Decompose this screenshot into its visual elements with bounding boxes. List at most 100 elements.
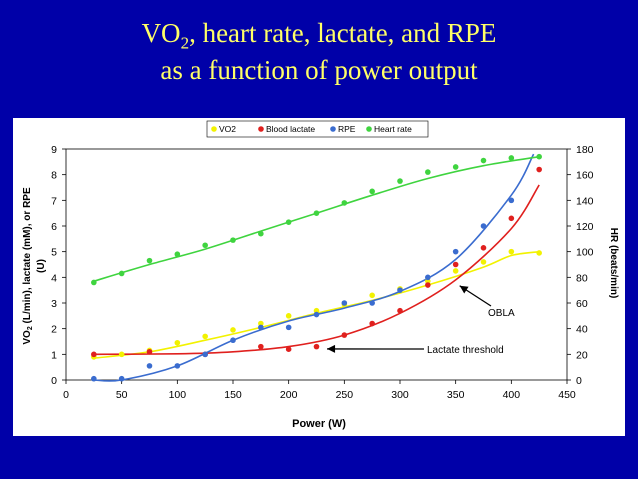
vo2-point <box>508 248 515 255</box>
hr-point <box>480 157 487 164</box>
y-tick-label: 8 <box>51 170 57 182</box>
x-tick-label: 300 <box>391 389 409 401</box>
slide-title-line-2: as a function of power output <box>160 55 478 85</box>
obla-arrow-head <box>459 285 469 294</box>
hr-point <box>258 230 264 237</box>
y-tick-label: 4 <box>51 272 57 284</box>
y2-tick-label: 20 <box>576 349 588 361</box>
x-tick-label: 100 <box>169 389 187 401</box>
rpe-point <box>230 337 236 344</box>
hr-point <box>146 257 153 264</box>
legend-label-rpe: RPE <box>338 124 356 134</box>
vo2-point <box>285 313 292 319</box>
lactate-point <box>508 215 515 222</box>
lactate-point <box>452 261 459 268</box>
legend-label-hr: Heart rate <box>374 124 412 134</box>
y-tick-label: 3 <box>51 298 57 310</box>
legend-marker-hr <box>366 126 372 132</box>
annotation-lactate-threshold: Lactate threshold <box>427 345 504 356</box>
x-tick-label: 200 <box>280 389 298 401</box>
hr-point <box>425 169 431 175</box>
vo2-point <box>174 339 181 346</box>
lactate-point <box>369 320 375 327</box>
y-tick-label: 0 <box>51 375 57 387</box>
hr-point <box>452 164 459 170</box>
rpe-point <box>369 300 375 306</box>
vo2-point <box>452 268 459 274</box>
hr-fit-line <box>93 155 540 282</box>
x-tick-label: 400 <box>503 389 521 401</box>
legend-label-vo2: VO2 <box>219 124 236 134</box>
lactate-point <box>258 343 264 350</box>
hr-point <box>202 242 208 249</box>
x-tick-label: 450 <box>558 389 576 401</box>
vo2-point <box>202 333 208 340</box>
y2-tick-label: 140 <box>576 195 594 207</box>
vo2-point <box>480 259 487 265</box>
vo2-point <box>425 278 431 284</box>
annotation-obla: OBLA <box>488 308 515 319</box>
rpe-point <box>508 197 515 204</box>
rpe-point <box>425 274 431 281</box>
slide-title-line-1: VO2, heart rate, lactate, and RPE <box>141 18 497 53</box>
legend-marker-vo2 <box>211 126 217 132</box>
legend-label-lactate: Blood lactate <box>266 124 315 134</box>
y-tick-label: 1 <box>51 349 57 361</box>
y-tick-label: 7 <box>51 195 57 207</box>
y2-tick-label: 60 <box>576 298 588 310</box>
chart-svg: VO2 Blood lactate RPE Heart rate Power (… <box>22 120 619 430</box>
y2-tick-label: 120 <box>576 221 594 233</box>
hr-point <box>313 210 320 216</box>
hr-point <box>508 155 515 161</box>
rpe-point <box>397 287 403 293</box>
hr-point <box>91 279 97 286</box>
lactate-point <box>480 245 487 251</box>
rpe-point <box>313 311 320 318</box>
y2-axis-title: HR (beats/min) <box>608 228 619 299</box>
y-axis-title-line-1: VO2 (L/min), lactate (mM), or RPE <box>22 187 34 345</box>
lactate-fit-line <box>93 184 540 356</box>
rpe-fit-line <box>93 153 535 382</box>
y-axis-title-line-2: (U) <box>36 259 47 273</box>
lactate-threshold-arrow-head <box>327 344 336 353</box>
y-tick-label: 9 <box>51 144 57 156</box>
y2-tick-label: 0 <box>576 375 582 387</box>
lactate-point <box>341 332 348 338</box>
vo2-point <box>313 307 320 314</box>
rpe-point <box>146 363 153 369</box>
rpe-point <box>202 351 208 358</box>
x-tick-label: 0 <box>63 389 69 401</box>
y2-tick-label: 100 <box>576 247 594 259</box>
hr-point <box>174 251 181 258</box>
lactate-point <box>425 282 431 288</box>
x-tick-label: 350 <box>447 389 465 401</box>
vo2-point <box>369 292 375 299</box>
hr-point <box>369 188 375 195</box>
hr-point <box>118 270 125 277</box>
legend-frame <box>206 120 429 138</box>
y2-tick-label: 40 <box>576 324 588 336</box>
y2-tick-label: 160 <box>576 170 594 182</box>
legend: VO2 Blood lactate RPE Heart rate <box>206 120 429 138</box>
lactate-point <box>536 166 542 173</box>
rpe-point <box>91 375 97 382</box>
hr-point <box>397 178 403 184</box>
rpe-point <box>258 324 264 331</box>
hr-point <box>285 219 292 225</box>
rpe-point <box>341 300 348 306</box>
lactate-point <box>285 346 292 352</box>
vo2-point <box>118 351 125 358</box>
vo2-point <box>258 320 264 327</box>
chart-panel: VO2 Blood lactate RPE Heart rate Power (… <box>13 118 625 436</box>
rpe-point <box>480 223 487 229</box>
vo2-point <box>536 250 542 256</box>
rpe-point <box>452 248 459 255</box>
x-tick-label: 150 <box>224 389 242 401</box>
x-tick-label: 50 <box>116 389 128 401</box>
y2-tick-label: 180 <box>576 144 594 156</box>
rpe-point <box>285 324 292 331</box>
legend-marker-rpe <box>330 126 336 132</box>
y2-tick-label: 80 <box>576 272 588 284</box>
vo2-point <box>230 327 236 333</box>
plot-frame <box>65 148 568 381</box>
